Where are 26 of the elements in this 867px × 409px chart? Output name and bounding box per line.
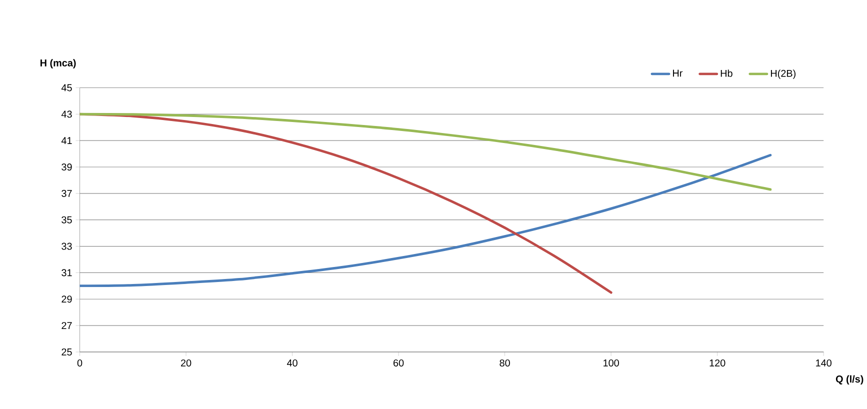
- y-tick-label: 29: [62, 296, 72, 303]
- y-tick-label: 45: [61, 84, 72, 92]
- y-tick-label: 33: [62, 242, 72, 250]
- x-tick-label: 60: [394, 360, 404, 367]
- x-tick-label: 0: [77, 360, 82, 367]
- legend-label: Hb: [720, 70, 732, 77]
- x-tick-label: 100: [604, 360, 619, 367]
- y-tick-label: 27: [62, 322, 72, 330]
- line-series: [80, 154, 772, 288]
- y-tick-label: 35: [62, 216, 72, 224]
- x-tick-label: 140: [816, 360, 832, 367]
- line-series: [80, 113, 772, 191]
- legend-label: Hr: [673, 70, 683, 77]
- y-tick-label: 41: [61, 137, 72, 144]
- y-tick-label: 43: [61, 110, 72, 118]
- x-tick-label: 20: [181, 360, 192, 367]
- y-tick-label: 31: [62, 269, 72, 276]
- x-axis-title: Q (l/s): [836, 375, 864, 385]
- x-tick-label: 40: [286, 360, 298, 367]
- y-tick-label: 39: [62, 164, 72, 171]
- x-tick-label: 120: [710, 360, 726, 367]
- x-tick-label: 80: [500, 360, 510, 367]
- legend-label: H(2B): [770, 70, 796, 79]
- y-tick-label: 25: [62, 348, 72, 356]
- y-tick-label: 37: [62, 190, 72, 198]
- y-axis-title: H (mca): [40, 59, 76, 68]
